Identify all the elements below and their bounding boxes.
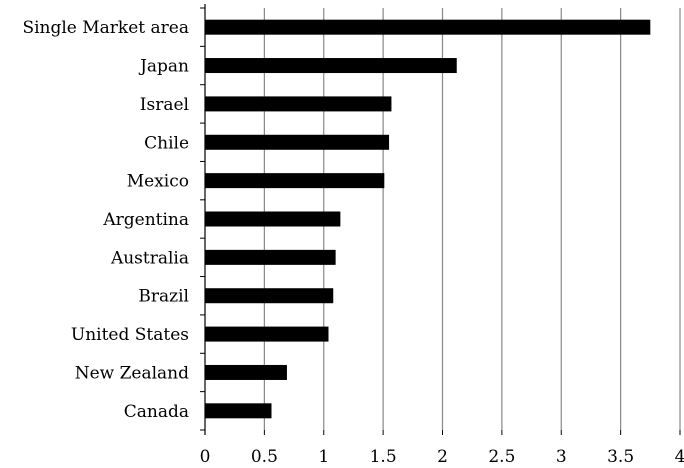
axes — [200, 4, 681, 435]
bar — [205, 249, 336, 265]
x-tick-label: 0.5 — [251, 447, 278, 467]
x-tick-label: 2 — [437, 447, 448, 467]
category-label: Canada — [124, 402, 189, 422]
bar — [205, 326, 329, 342]
category-label: Chile — [144, 133, 189, 153]
x-tick-label: 3 — [556, 447, 567, 467]
category-label: United States — [71, 325, 189, 345]
bar — [205, 173, 385, 189]
bars — [205, 19, 651, 419]
bar — [205, 96, 392, 112]
bar — [205, 288, 334, 304]
labels: 0 0.5 1 1.5 2 2.5 3 3.5 4 Single Market area Japan… — [22, 18, 684, 467]
bar — [205, 58, 457, 74]
category-label: Israel — [140, 95, 189, 115]
x-tick-label: 3.5 — [607, 447, 634, 467]
x-tick-label: 1.5 — [370, 447, 397, 467]
grid-lines — [263, 8, 681, 430]
category-label: Japan — [138, 57, 189, 77]
bar — [205, 403, 272, 419]
x-tick-label: 1 — [318, 447, 329, 467]
category-label: Australia — [110, 248, 189, 268]
x-tick-label: 0 — [200, 447, 211, 467]
bar — [205, 211, 341, 227]
category-label: New Zealand — [75, 363, 189, 383]
category-label: Brazil — [138, 287, 189, 307]
category-label: Mexico — [127, 172, 189, 192]
bar — [205, 364, 287, 380]
bar — [205, 19, 651, 35]
category-label: Argentina — [102, 210, 189, 230]
bar — [205, 134, 390, 150]
x-tick-label: 4 — [675, 447, 684, 467]
category-label: Single Market area — [22, 18, 189, 38]
x-tick-label: 2.5 — [488, 447, 515, 467]
